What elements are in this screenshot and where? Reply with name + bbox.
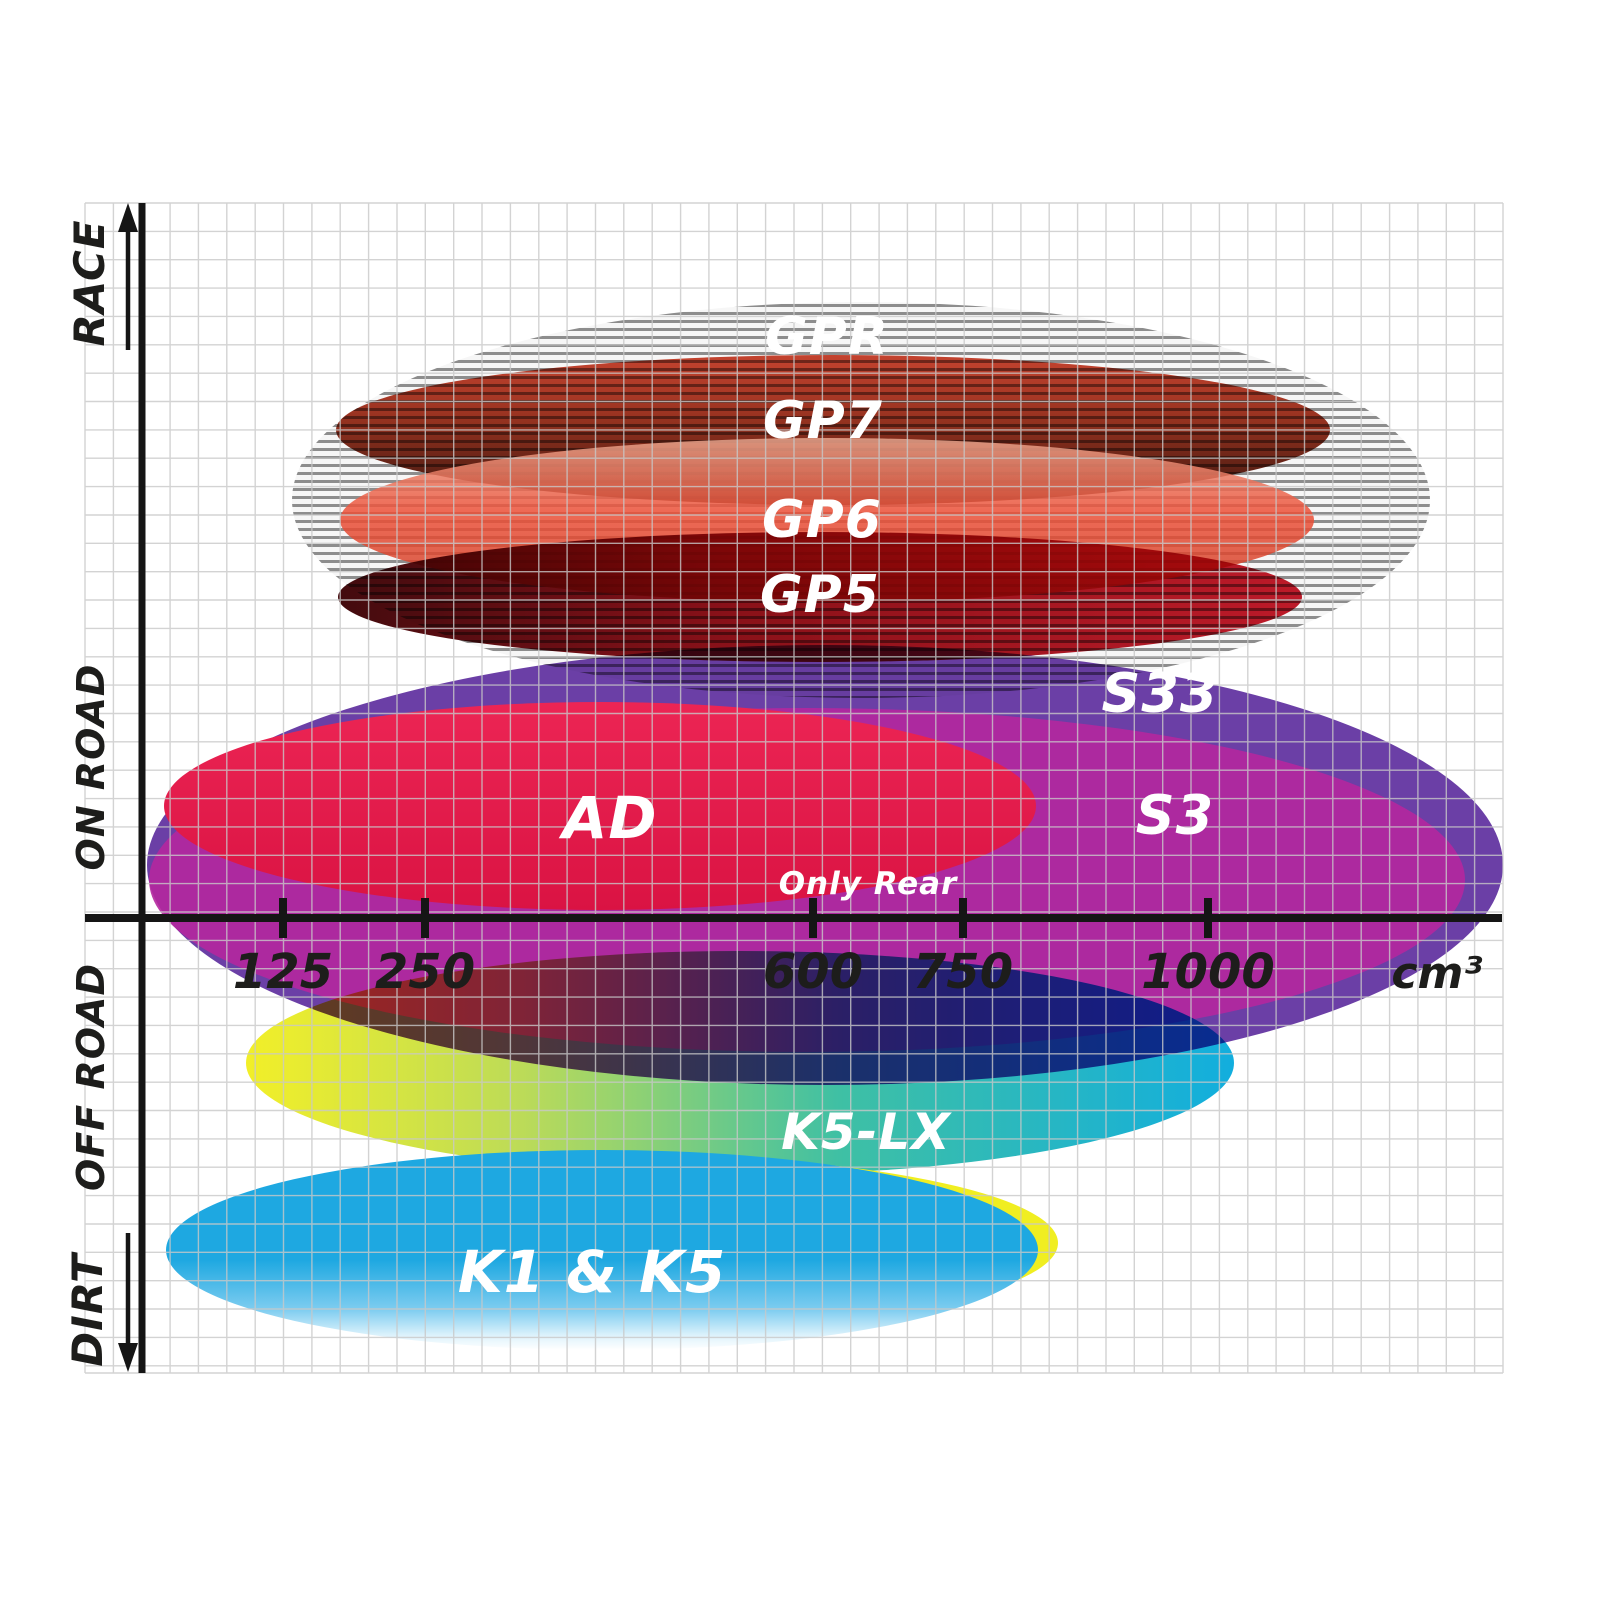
- label-gp7: GP7: [763, 391, 883, 451]
- label-k5lx: K5-LX: [781, 1103, 952, 1161]
- dirt-down-arrow-head-icon: [118, 1343, 138, 1372]
- zone-label-off-road: OFF ROAD: [69, 963, 113, 1191]
- x-tick-label-125: 125: [233, 944, 333, 1000]
- x-tick-label-250: 250: [375, 944, 475, 1000]
- x-tick-label-750: 750: [913, 944, 1013, 1000]
- zone-label-race: RACE: [65, 219, 114, 346]
- x-tick-label-1000: 1000: [1141, 944, 1275, 1000]
- region-ellipse-k5lx: [246, 951, 1234, 1175]
- label-gp6: GP6: [762, 490, 882, 550]
- zone-label-on-road: ON ROAD: [69, 664, 113, 871]
- label-ad-note: Only Rear: [779, 866, 958, 902]
- x-axis-unit-label: cm³: [1391, 948, 1482, 999]
- zone-label-dirt: DIRT: [63, 1251, 112, 1367]
- label-s3: S3: [1136, 784, 1214, 847]
- label-gp5: GP5: [760, 565, 880, 625]
- label-ad: AD: [558, 784, 657, 852]
- grid-lines: [84, 202, 1504, 1374]
- region-ellipse-gp5: [338, 532, 1302, 662]
- region-ellipse-ad: [164, 702, 1036, 910]
- x-tick-label-600: 600: [763, 944, 863, 1000]
- region-ellipse-k1k5: [166, 1150, 1038, 1350]
- label-gpr: GPR: [765, 307, 889, 367]
- label-k1k5: K1 & K5: [458, 1238, 727, 1306]
- label-s33: S33: [1101, 662, 1218, 725]
- race-up-arrow-head-icon: [118, 203, 138, 232]
